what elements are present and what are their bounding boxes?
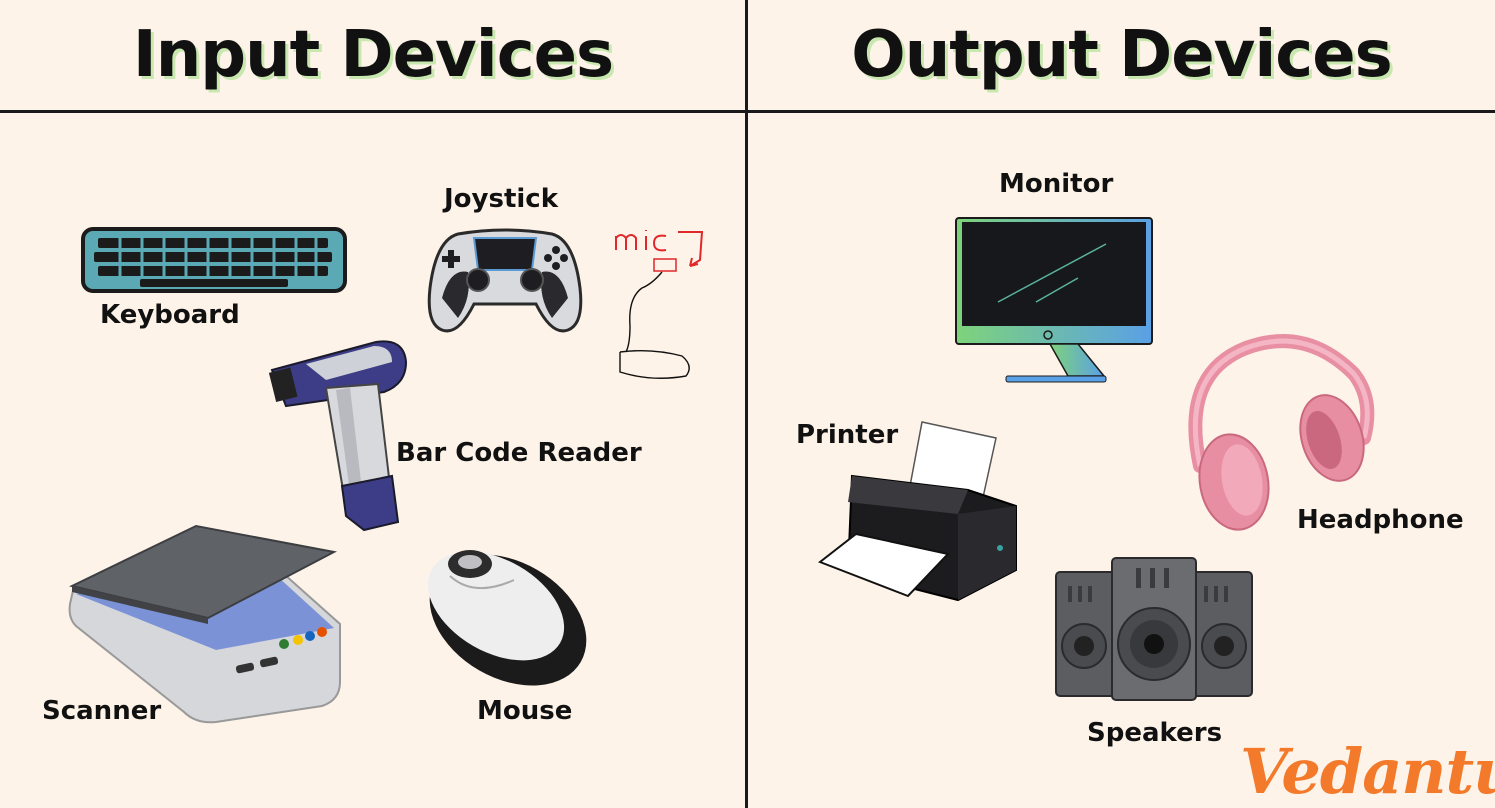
printer-label: Printer: [796, 420, 899, 450]
mouse-label: Mouse: [477, 696, 573, 726]
joystick-label: Joystick: [444, 184, 559, 214]
output-devices-title: Output Devices: [851, 18, 1392, 92]
column-divider: [745, 0, 748, 808]
speakers-label: Speakers: [1087, 718, 1223, 748]
speakers-icon: [1055, 557, 1253, 701]
scanner-icon: [68, 524, 341, 724]
scanner-label: Scanner: [42, 696, 162, 726]
bar-code-reader-label: Bar Code Reader: [396, 438, 642, 468]
vedantu-logo: Vedantu: [1240, 735, 1495, 808]
joystick-icon: [427, 228, 583, 333]
headphone-icon: [1188, 334, 1375, 531]
headphone-label: Headphone: [1297, 505, 1464, 535]
monitor-icon: [955, 217, 1153, 383]
monitor-label: Monitor: [999, 169, 1114, 199]
keyboard-label: Keyboard: [100, 300, 240, 330]
mic-sketch-icon: [615, 230, 704, 379]
input-devices-title: Input Devices: [132, 18, 614, 92]
printer-icon: [817, 421, 1017, 602]
keyboard-icon: [81, 227, 347, 293]
mouse-icon: [427, 550, 587, 686]
bar-code-reader-icon: [268, 340, 408, 532]
